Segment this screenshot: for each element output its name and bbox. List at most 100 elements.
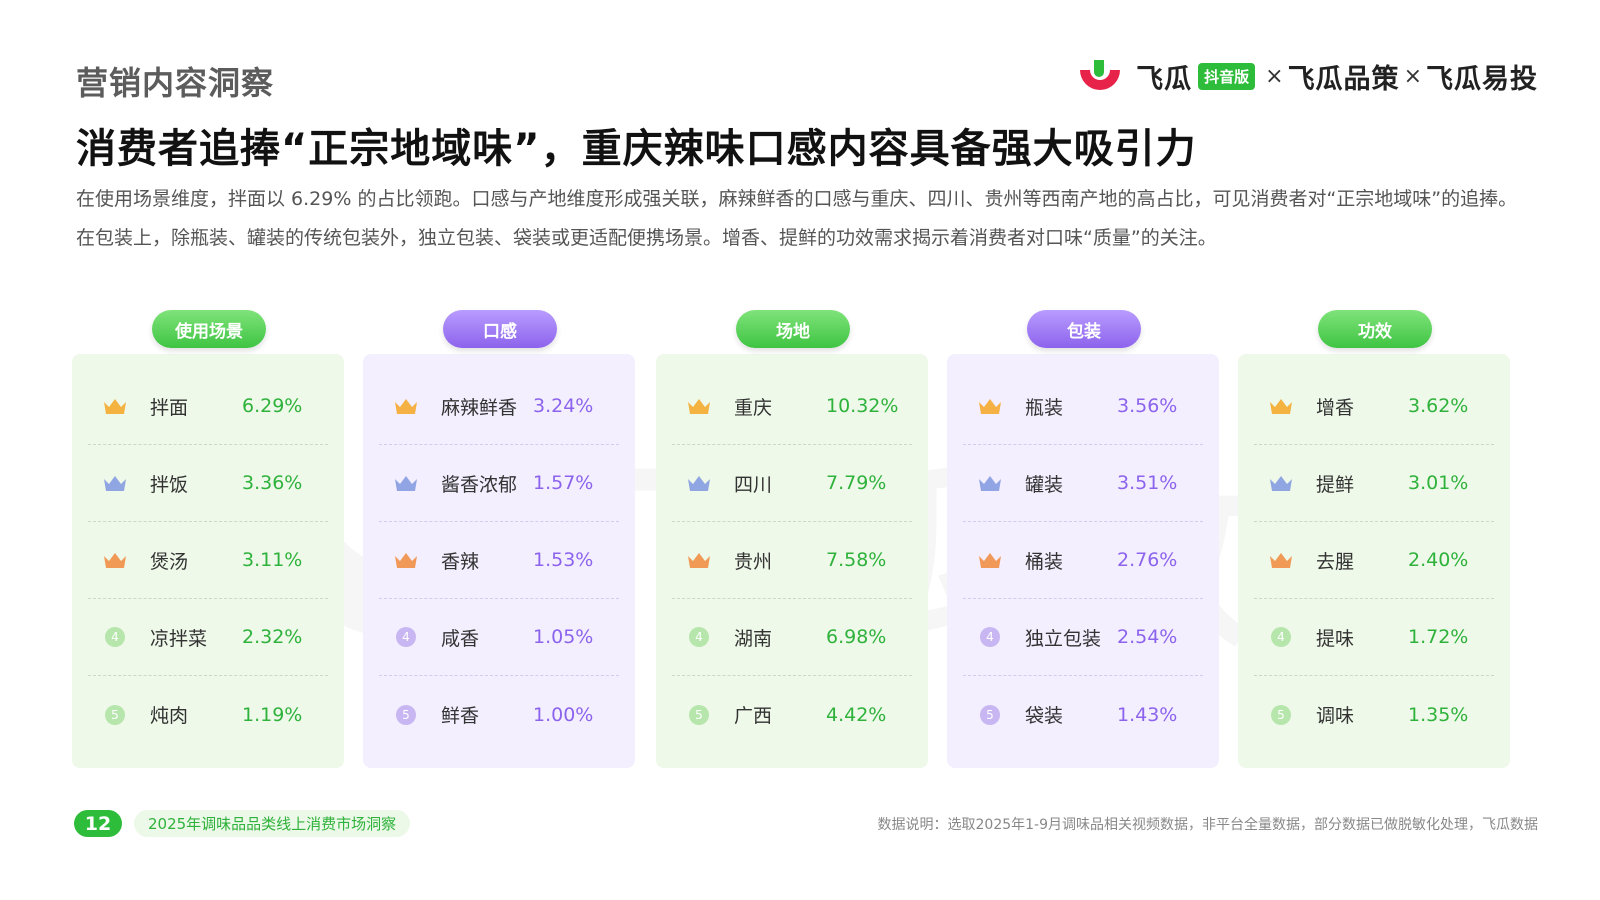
item-value: 3.24% <box>533 395 594 417</box>
item-value: 1.35% <box>1408 703 1469 726</box>
item-name: 广西 <box>734 705 773 727</box>
item-value: 7.58% <box>826 549 887 571</box>
item-name: 四川 <box>734 473 773 496</box>
ranking-row: 重庆 10.32% <box>672 368 912 445</box>
item-name: 桶装 <box>1025 550 1064 573</box>
ranking-card: 麻辣鲜香 3.24% 酱香浓郁 1.57% 香辣 1.53% 4 咸香 1.05% 5 鲜香 1.00… <box>363 354 635 768</box>
ranking-row: 贵州 7.58% <box>672 522 912 599</box>
item-value: 1.05% <box>533 626 594 648</box>
item-value: 3.62% <box>1408 395 1469 417</box>
item-name: 拌面 <box>150 396 189 419</box>
ranking-columns: 使用场景 拌面 6.29% 拌饭 3.36% 煲汤 3.11% 4 凉拌菜 2.32% 5 炖肉 1.… <box>72 306 1512 776</box>
item-name: 增香 <box>1316 396 1355 419</box>
item-value: 1.00% <box>533 703 594 726</box>
item-value: 7.79% <box>826 472 887 494</box>
item-value: 2.76% <box>1117 549 1178 571</box>
ranking-row: 桶装 2.76% <box>963 522 1203 599</box>
brand-name-yitou: 飞瓜易投 <box>1426 63 1538 95</box>
item-name: 炖肉 <box>150 705 189 727</box>
rank-number-badge: 4 <box>686 626 712 648</box>
rank-number: 5 <box>1271 704 1291 725</box>
crown-icon <box>393 472 419 494</box>
brand-separator: × <box>1265 63 1284 89</box>
item-value: 3.56% <box>1117 395 1178 417</box>
crown-icon <box>102 395 128 417</box>
ranking-row: 4 独立包装 2.54% <box>963 599 1203 676</box>
item-name: 袋装 <box>1025 705 1064 727</box>
feigua-logo-icon <box>1080 60 1121 90</box>
rank-number-badge: 4 <box>1268 626 1294 648</box>
rank-number: 5 <box>105 704 125 725</box>
item-name: 凉拌菜 <box>150 627 208 650</box>
ranking-row: 拌饭 3.36% <box>88 445 328 522</box>
column-title-pill: 包装 <box>1027 310 1141 348</box>
brand-name-feigua: 飞瓜 <box>1136 63 1193 95</box>
item-value: 6.29% <box>242 395 303 417</box>
item-name: 调味 <box>1316 705 1355 727</box>
column-origin: 场地 重庆 10.32% 四川 7.79% 贵州 7.58% 4 湖南 6.98% 5 广西 4.42… <box>656 306 928 776</box>
crown-icon <box>1268 472 1294 494</box>
summary-paragraph: 在使用场景维度，拌面以 6.29% 的占比领跑。口感与产地维度形成强关联，麻辣鲜… <box>76 188 1518 249</box>
item-name: 拌饭 <box>150 473 189 496</box>
item-name: 独立包装 <box>1025 627 1102 650</box>
item-value: 3.01% <box>1408 472 1469 494</box>
crown-icon <box>686 472 712 494</box>
item-name: 鲜香 <box>441 705 480 727</box>
ranking-row: 拌面 6.29% <box>88 368 328 445</box>
rank-number-badge: 4 <box>393 626 419 648</box>
brand-name-pince: 飞瓜品策 <box>1287 63 1400 95</box>
rank-number-badge: 4 <box>102 626 128 648</box>
ranking-row: 5 广西 4.42% <box>672 676 912 753</box>
column-packaging: 包装 瓶装 3.56% 罐装 3.51% 桶装 2.76% 4 独立包装 2.54% 5 袋装 1.4… <box>947 306 1219 776</box>
column-taste: 口感 麻辣鲜香 3.24% 酱香浓郁 1.57% 香辣 1.53% 4 咸香 1.05% 5 鲜香 1… <box>363 306 635 776</box>
crown-icon <box>977 395 1003 417</box>
brand-bar: 飞瓜 抖音版 × 飞瓜品策 × 飞瓜易投 <box>1074 54 1538 98</box>
rank-number: 4 <box>1271 627 1291 647</box>
rank-number: 4 <box>689 627 709 647</box>
crown-icon <box>686 549 712 571</box>
ranking-card: 重庆 10.32% 四川 7.79% 贵州 7.58% 4 湖南 6.98% 5 广西 4.42% <box>656 354 928 768</box>
item-name: 香辣 <box>441 550 480 573</box>
ranking-row: 瓶装 3.56% <box>963 368 1203 445</box>
item-name: 提鲜 <box>1316 473 1355 496</box>
item-name: 提味 <box>1316 627 1355 650</box>
brand-tag-douyin: 抖音版 <box>1198 62 1256 90</box>
item-value: 1.72% <box>1408 626 1469 648</box>
column-title-pill: 场地 <box>736 310 850 348</box>
item-name: 湖南 <box>734 627 773 650</box>
report-title: 2025年调味品品类线上消费市场洞察 <box>134 810 411 837</box>
crown-icon <box>977 472 1003 494</box>
crown-icon <box>977 549 1003 571</box>
item-value: 4.42% <box>826 703 887 726</box>
crown-icon <box>1268 395 1294 417</box>
page-number-badge: 12 <box>74 810 122 837</box>
rank-number: 4 <box>105 627 125 647</box>
ranking-card: 增香 3.62% 提鲜 3.01% 去腥 2.40% 4 提味 1.72% 5 调味 1.35% <box>1238 354 1510 768</box>
ranking-row: 5 炖肉 1.19% <box>88 676 328 753</box>
ranking-row: 5 调味 1.35% <box>1254 676 1494 753</box>
ranking-row: 去腥 2.40% <box>1254 522 1494 599</box>
item-value: 1.57% <box>533 472 594 494</box>
item-name: 去腥 <box>1316 550 1355 573</box>
rank-number: 4 <box>396 627 416 647</box>
crown-icon <box>686 395 712 417</box>
crown-icon <box>102 549 128 571</box>
ranking-row: 4 凉拌菜 2.32% <box>88 599 328 676</box>
item-value: 2.40% <box>1408 549 1469 571</box>
ranking-row: 煲汤 3.11% <box>88 522 328 599</box>
ranking-row: 酱香浓郁 1.57% <box>379 445 619 522</box>
ranking-row: 香辣 1.53% <box>379 522 619 599</box>
ranking-row: 提鲜 3.01% <box>1254 445 1494 522</box>
ranking-row: 增香 3.62% <box>1254 368 1494 445</box>
item-name: 重庆 <box>734 396 773 419</box>
item-name: 瓶装 <box>1025 396 1064 419</box>
item-value: 1.53% <box>533 549 594 571</box>
item-name: 贵州 <box>734 550 773 573</box>
rank-number-badge: 4 <box>977 626 1003 648</box>
ranking-row: 4 湖南 6.98% <box>672 599 912 676</box>
column-usage-scene: 使用场景 拌面 6.29% 拌饭 3.36% 煲汤 3.11% 4 凉拌菜 2.32% 5 炖肉 1.… <box>72 306 344 776</box>
brand-separator: × <box>1403 63 1422 89</box>
crown-icon <box>1268 549 1294 571</box>
item-name: 麻辣鲜香 <box>441 396 518 419</box>
rank-number: 5 <box>980 704 1000 725</box>
